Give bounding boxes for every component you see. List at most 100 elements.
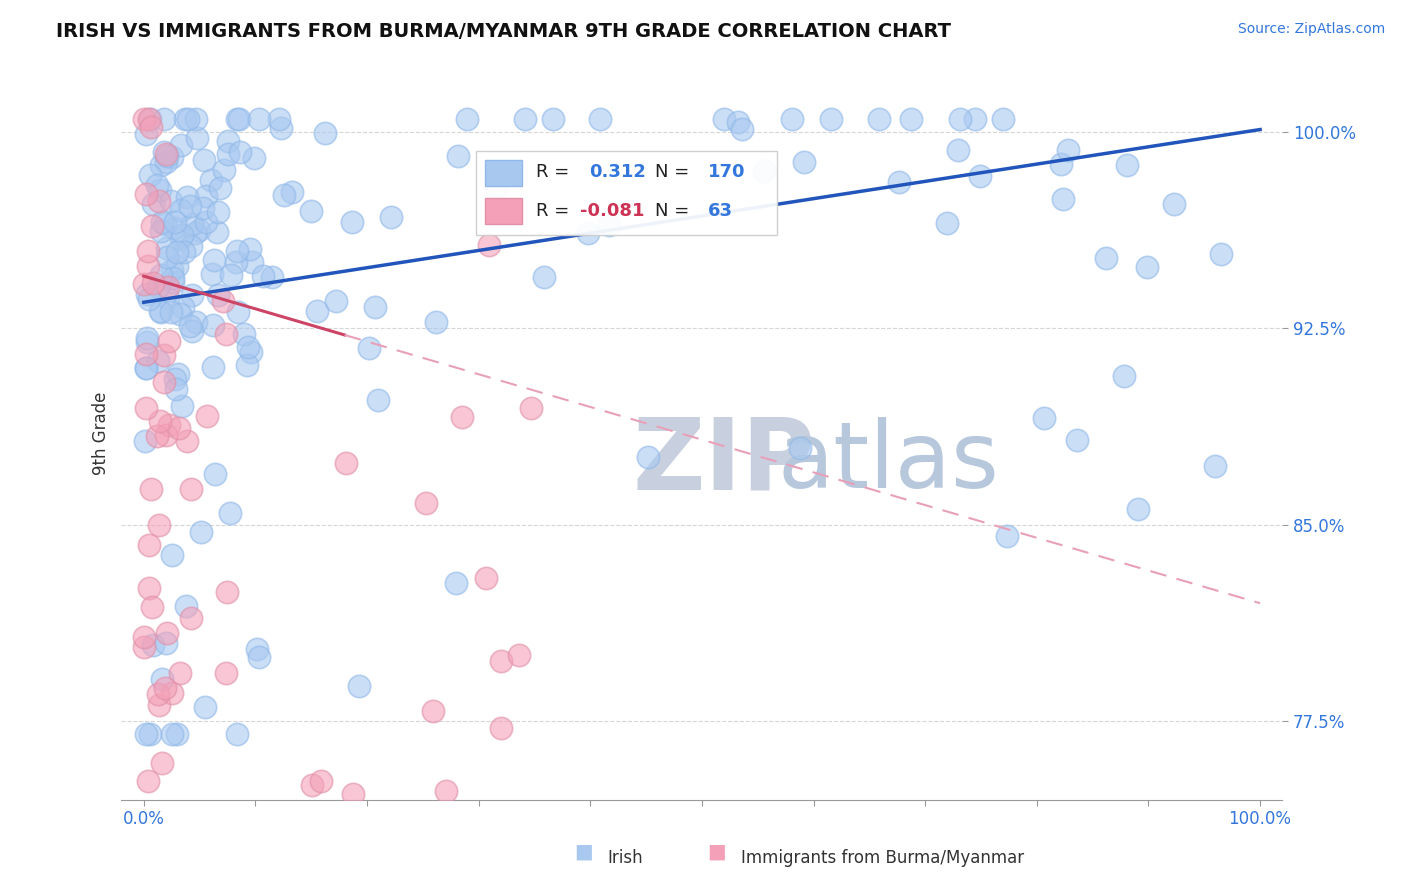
Point [160,806,183,821]
Point [157,334,180,349]
Point [508,648,530,663]
Point [415,496,437,510]
Point [731,122,754,136]
Point [149,268,172,282]
Point [156,626,179,640]
Point [1033,411,1056,425]
Point [478,238,501,252]
Point [215,584,238,599]
Point [136,331,159,345]
Point [1126,502,1149,516]
Point [969,169,991,184]
Point [995,529,1018,543]
Point [226,727,249,741]
Text: N =: N = [655,162,690,180]
Point [281,185,304,199]
Point [1057,143,1080,157]
Point [153,145,176,160]
Point [184,315,207,329]
Point [177,858,200,872]
Point [349,679,371,693]
Point [139,120,162,134]
Point [176,189,198,203]
Point [194,700,217,714]
Text: atlas: atlas [778,417,1000,508]
Point [335,456,357,470]
Point [342,215,364,229]
Point [247,112,270,126]
Point [204,467,226,482]
Point [242,152,264,166]
Point [150,304,173,318]
Text: ZIP: ZIP [633,414,815,511]
Point [201,267,224,281]
Point [246,642,269,657]
Point [135,361,157,376]
Text: 170: 170 [707,162,745,180]
Point [160,305,183,319]
Text: R =: R = [536,202,569,220]
Point [134,277,156,291]
Point [135,335,157,350]
Point [212,162,235,177]
Point [146,178,169,192]
Point [148,518,170,533]
Point [1136,260,1159,275]
Point [139,168,162,182]
Point [513,112,536,126]
Point [219,268,242,282]
Point [519,401,541,415]
Point [260,269,283,284]
Point [190,525,212,540]
Point [247,650,270,665]
Point [589,112,612,126]
Point [228,112,250,126]
Text: Source: ZipAtlas.com: Source: ZipAtlas.com [1237,22,1385,37]
Point [136,774,159,789]
Point [166,727,188,741]
Point [193,153,215,167]
Point [1052,192,1074,206]
Point [138,293,160,307]
Point [181,324,204,338]
Point [422,704,444,718]
Point [1114,369,1136,384]
Point [309,773,332,788]
Point [889,175,911,189]
Point [145,429,167,443]
Point [138,581,160,595]
Point [202,360,225,375]
Point [444,576,467,591]
Point [177,112,200,126]
Point [1116,158,1139,172]
Point [180,218,202,232]
Point [456,112,478,126]
Point [207,288,229,302]
Point [239,344,262,359]
Point [139,112,162,126]
Point [173,244,195,259]
Point [180,482,202,496]
Point [637,450,659,464]
Point [149,158,172,172]
Point [195,189,218,203]
Text: 0.312: 0.312 [589,162,647,180]
Point [179,198,201,212]
Point [533,269,555,284]
Point [155,636,177,650]
Point [165,383,187,397]
Point [1066,434,1088,448]
Point [135,727,157,741]
Point [135,401,157,415]
Point [195,215,218,229]
Point [152,215,174,229]
Point [176,434,198,449]
Point [142,196,165,211]
Point [239,242,262,256]
Point [868,112,890,126]
Point [780,112,803,126]
Point [193,201,215,215]
Point [314,126,336,140]
Point [152,376,174,390]
Point [138,538,160,552]
